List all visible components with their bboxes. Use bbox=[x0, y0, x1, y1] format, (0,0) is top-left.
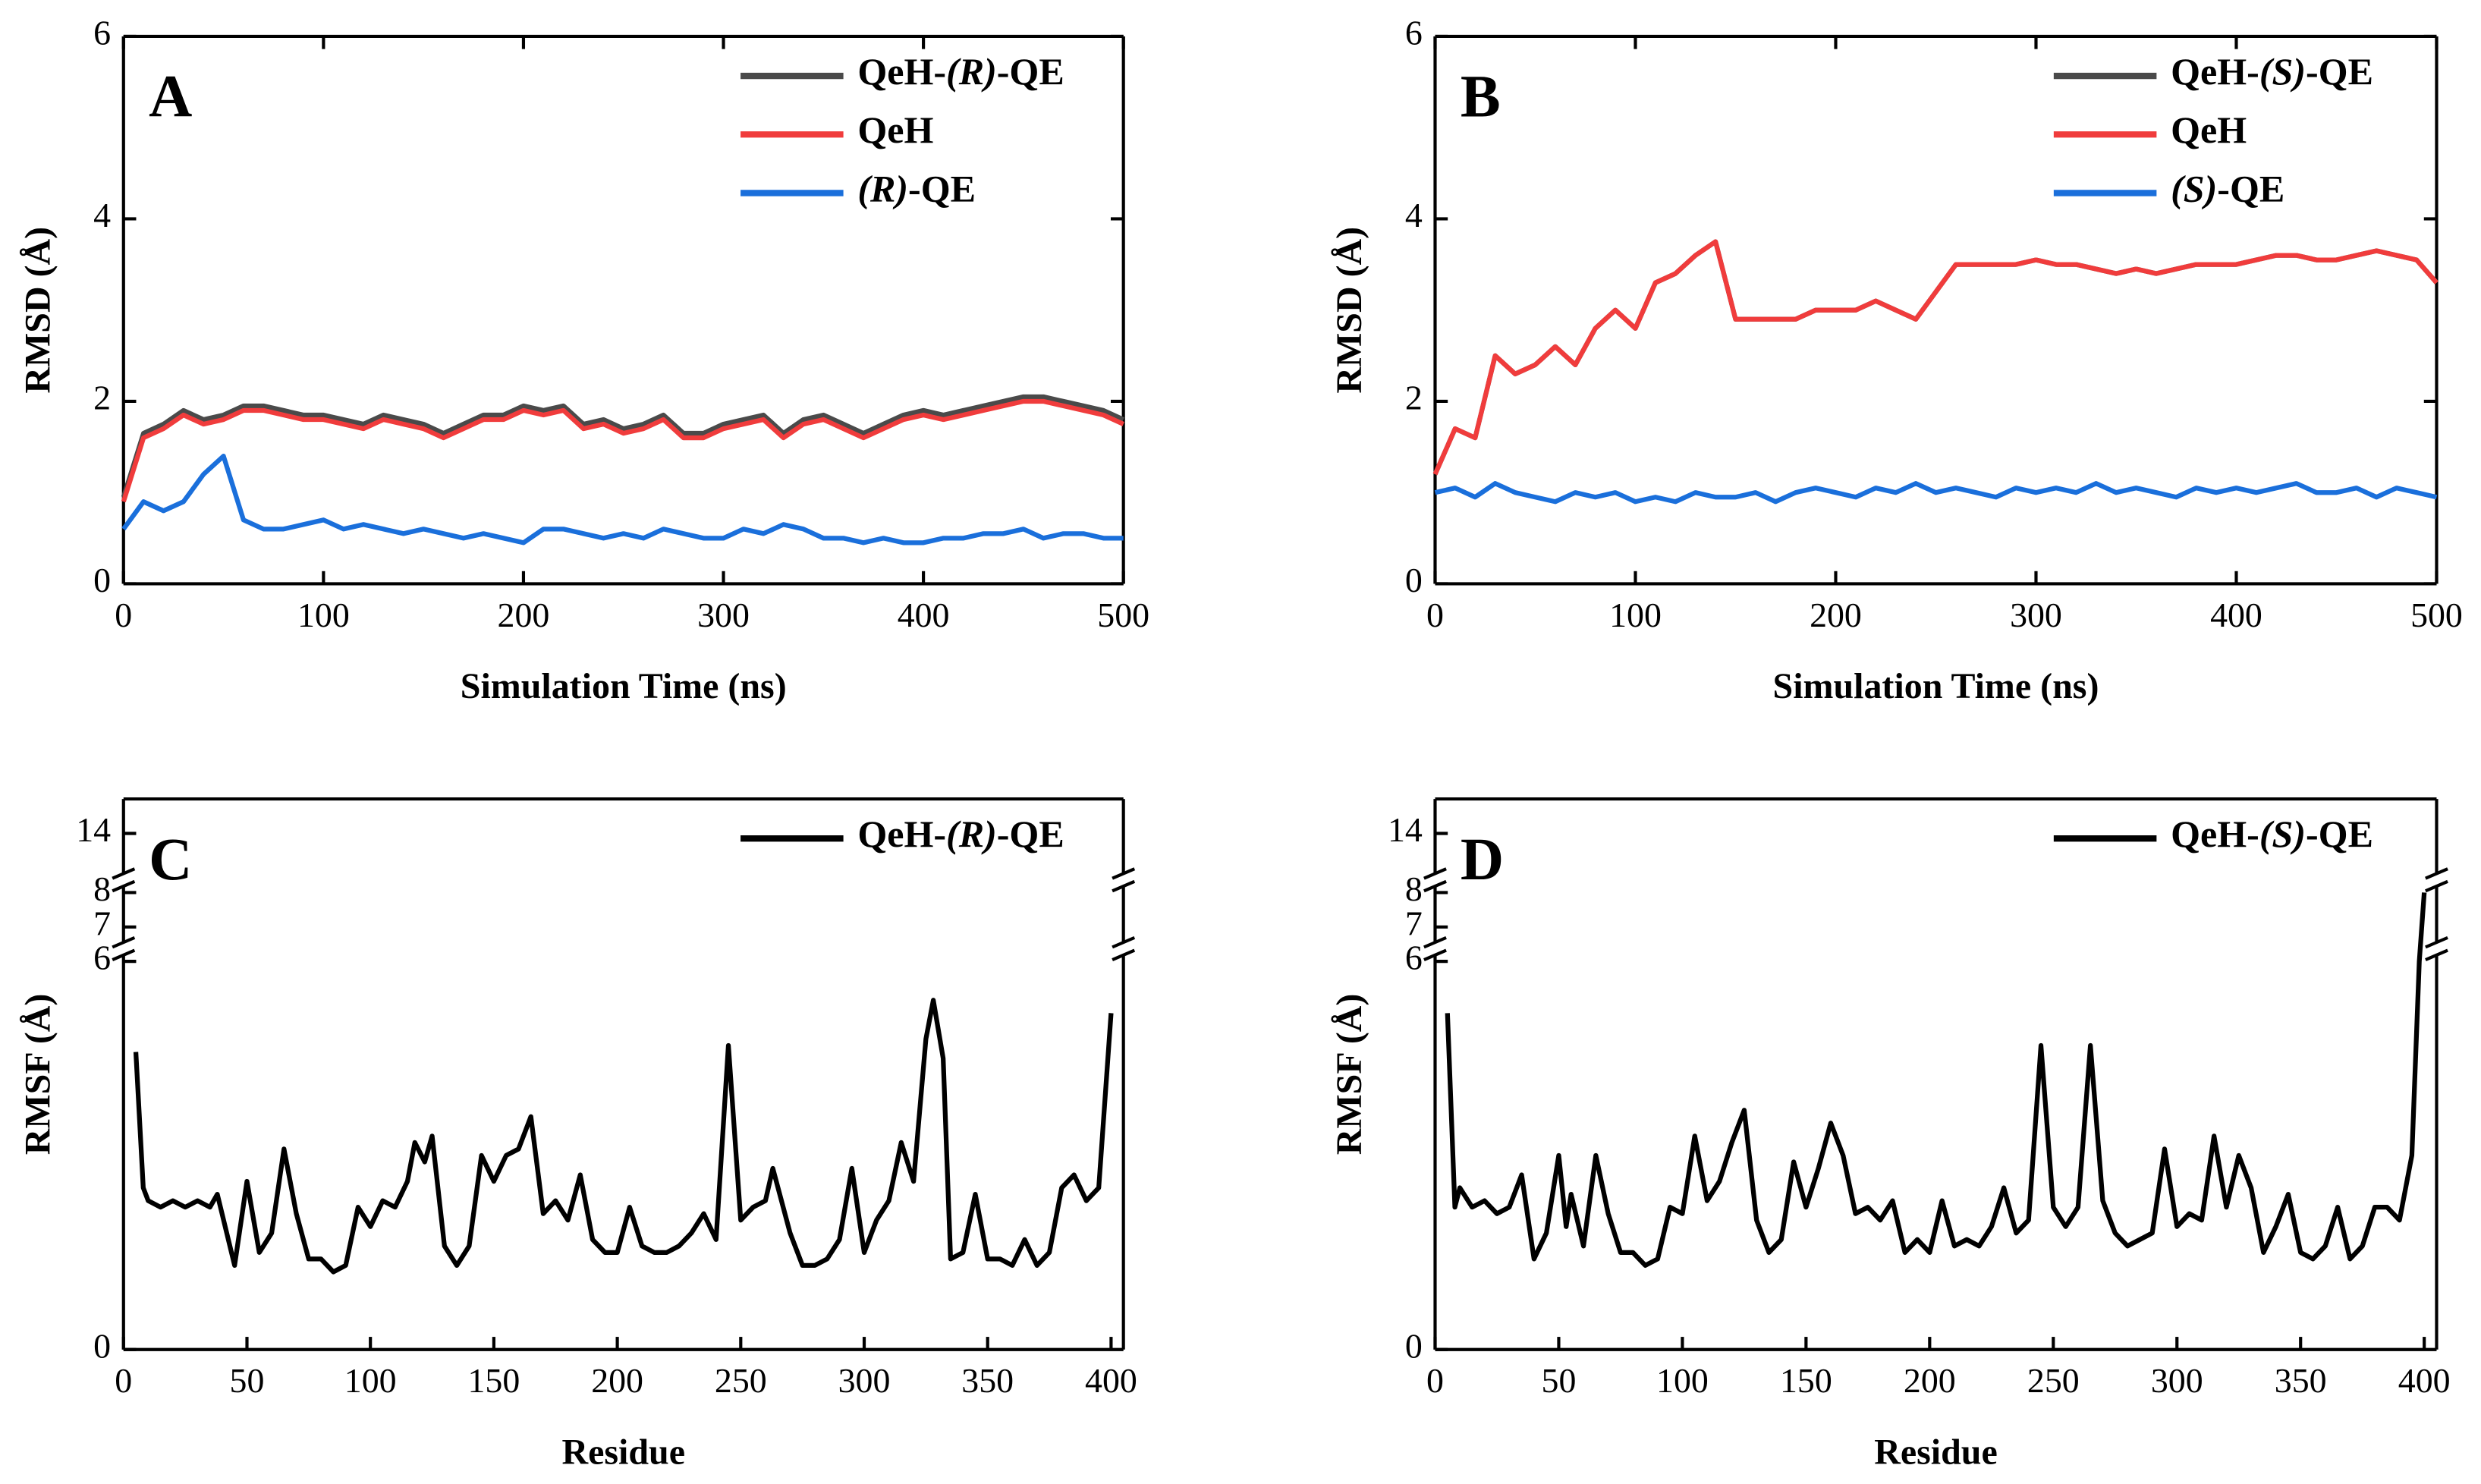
x-tick-label: 200 bbox=[498, 596, 550, 634]
axis-break bbox=[112, 879, 136, 893]
y-tick-label: 7 bbox=[93, 904, 111, 942]
y-axis-title: RMSF (Å) bbox=[1329, 994, 1369, 1155]
legend-label: QeH bbox=[857, 109, 933, 152]
legend-label: QeH-(R)-QE bbox=[857, 51, 1064, 93]
x-tick-label: 150 bbox=[468, 1361, 520, 1400]
x-tick-label: 300 bbox=[838, 1361, 891, 1400]
series-line bbox=[121, 394, 1124, 498]
x-tick-label: 200 bbox=[1904, 1361, 1956, 1400]
x-tick-label: 250 bbox=[715, 1361, 767, 1400]
y-tick-label: 14 bbox=[1388, 810, 1423, 849]
y-tick-label: 6 bbox=[93, 13, 111, 52]
series-line bbox=[1432, 239, 2439, 476]
y-tick-label: 8 bbox=[1405, 869, 1423, 908]
legend-label: (S)-QE bbox=[2171, 168, 2284, 210]
y-tick-label: 2 bbox=[1405, 378, 1423, 417]
axis-break bbox=[1423, 879, 1447, 893]
x-tick-label: 200 bbox=[591, 1361, 643, 1400]
y-tick-label: 6 bbox=[93, 939, 111, 977]
legend-label: QeH bbox=[2171, 109, 2247, 152]
x-tick-label: 100 bbox=[297, 596, 350, 634]
legend-label: QeH-(S)-QE bbox=[2171, 813, 2373, 856]
y-tick-label: 0 bbox=[93, 1326, 111, 1365]
x-tick-label: 0 bbox=[1426, 596, 1444, 634]
y-tick-label: 4 bbox=[93, 196, 111, 234]
x-tick-label: 250 bbox=[2027, 1361, 2080, 1400]
axis-break bbox=[112, 948, 136, 961]
x-tick-label: 350 bbox=[961, 1361, 1014, 1400]
legend-label: QeH-(R)-QE bbox=[857, 813, 1064, 856]
x-tick-label: 350 bbox=[2275, 1361, 2327, 1400]
x-tick-label: 100 bbox=[1656, 1361, 1709, 1400]
x-axis-title: Residue bbox=[1874, 1432, 1998, 1472]
x-axis-title: Residue bbox=[561, 1432, 685, 1472]
x-axis-title: Simulation Time (ns) bbox=[461, 666, 787, 706]
legend-label: QeH-(S)-QE bbox=[2171, 51, 2373, 93]
series-line bbox=[121, 453, 1124, 545]
x-tick-label: 100 bbox=[1609, 596, 1662, 634]
x-tick-label: 200 bbox=[1810, 596, 1862, 634]
y-axis-title: RMSD (Å) bbox=[17, 227, 58, 394]
y-tick-label: 6 bbox=[1405, 13, 1423, 52]
series-line bbox=[121, 398, 1124, 503]
axis-break bbox=[1112, 879, 1136, 893]
x-tick-label: 400 bbox=[2210, 596, 2262, 634]
series-line bbox=[1434, 481, 2438, 505]
x-tick-label: 500 bbox=[2410, 596, 2463, 634]
panel-label: A bbox=[149, 64, 192, 130]
y-tick-label: 7 bbox=[1405, 904, 1423, 942]
x-tick-label: 500 bbox=[1097, 596, 1149, 634]
x-tick-label: 400 bbox=[1085, 1361, 1137, 1400]
axis-break bbox=[2425, 879, 2448, 893]
axis-break bbox=[1423, 948, 1447, 961]
x-tick-label: 300 bbox=[2010, 596, 2062, 634]
x-tick-label: 300 bbox=[697, 596, 750, 634]
x-tick-label: 150 bbox=[1780, 1361, 1832, 1400]
y-tick-label: 0 bbox=[1405, 561, 1423, 599]
x-tick-label: 0 bbox=[115, 596, 132, 634]
panel-label: D bbox=[1461, 826, 1504, 893]
axis-break bbox=[1112, 948, 1136, 961]
x-axis-title: Simulation Time (ns) bbox=[1773, 666, 2099, 706]
series-line bbox=[1432, 239, 2439, 476]
x-tick-label: 0 bbox=[115, 1361, 132, 1400]
x-tick-label: 0 bbox=[1426, 1361, 1444, 1400]
y-tick-label: 0 bbox=[1405, 1326, 1423, 1365]
y-tick-label: 6 bbox=[1405, 939, 1423, 977]
x-tick-label: 50 bbox=[230, 1361, 265, 1400]
y-tick-label: 2 bbox=[93, 378, 111, 417]
series-line bbox=[1445, 892, 2427, 1269]
panel-label: C bbox=[149, 826, 192, 893]
panel-label: B bbox=[1461, 64, 1501, 130]
y-tick-label: 4 bbox=[1405, 196, 1423, 234]
legend-label: (R)-QE bbox=[857, 168, 976, 210]
series-line bbox=[133, 998, 1114, 1275]
y-axis-title: RMSD (Å) bbox=[1329, 227, 1369, 394]
x-tick-label: 100 bbox=[344, 1361, 397, 1400]
x-tick-label: 400 bbox=[898, 596, 950, 634]
y-axis-title: RMSF (Å) bbox=[17, 994, 58, 1155]
y-tick-label: 0 bbox=[93, 561, 111, 599]
y-tick-label: 8 bbox=[93, 869, 111, 908]
y-tick-label: 14 bbox=[76, 810, 111, 849]
x-tick-label: 400 bbox=[2398, 1361, 2451, 1400]
x-tick-label: 50 bbox=[1542, 1361, 1577, 1400]
axis-break bbox=[2425, 948, 2448, 961]
x-tick-label: 300 bbox=[2151, 1361, 2203, 1400]
